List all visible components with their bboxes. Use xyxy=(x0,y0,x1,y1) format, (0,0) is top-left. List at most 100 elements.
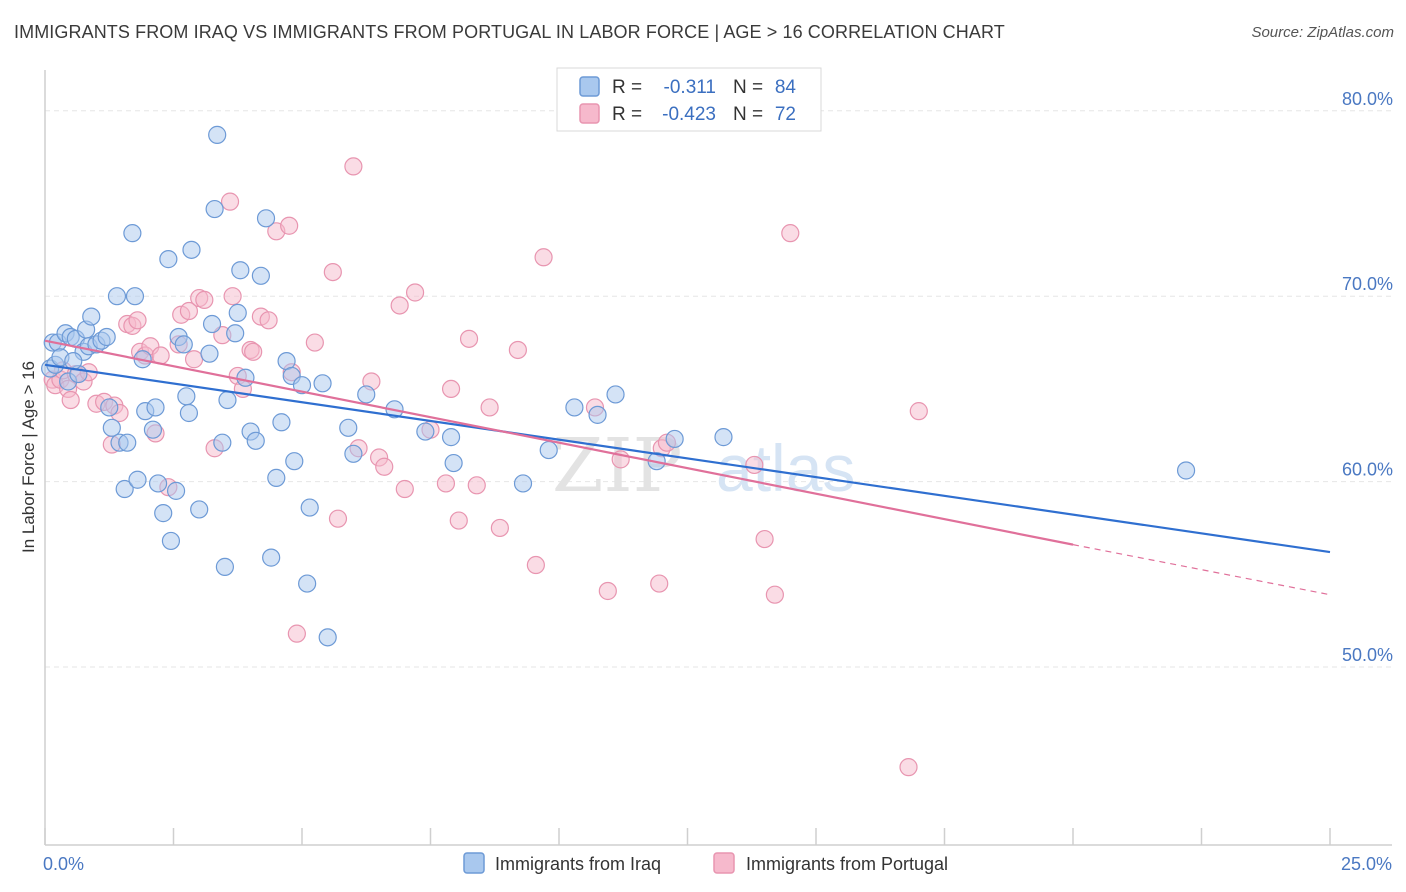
point-portugal xyxy=(436,474,456,493)
point-portugal xyxy=(598,581,617,601)
point-iraq xyxy=(125,287,145,306)
point-portugal xyxy=(61,390,80,410)
point-iraq xyxy=(159,250,178,269)
point-iraq xyxy=(143,420,163,439)
point-iraq xyxy=(190,500,209,519)
point-portugal xyxy=(650,574,669,593)
point-iraq xyxy=(148,474,168,493)
y-tick-label: 80.0% xyxy=(1342,89,1393,109)
point-portugal xyxy=(375,457,394,476)
point-iraq xyxy=(313,374,332,393)
point-iraq xyxy=(256,209,276,228)
point-iraq xyxy=(82,307,101,326)
point-portugal xyxy=(534,248,553,267)
point-iraq xyxy=(226,324,245,343)
legend-swatch-iraq xyxy=(579,76,600,97)
point-portugal xyxy=(467,476,486,495)
watermark-atlas: atlas xyxy=(716,431,855,505)
point-portugal xyxy=(395,479,414,499)
point-iraq xyxy=(588,405,607,424)
point-portugal xyxy=(441,379,461,398)
point-iraq xyxy=(208,125,227,144)
point-portugal xyxy=(526,555,545,575)
bottom-legend-swatch-iraq xyxy=(463,852,485,874)
point-iraq xyxy=(565,398,584,417)
point-iraq xyxy=(128,470,147,489)
y-tick-label: 70.0% xyxy=(1342,274,1393,294)
point-portugal xyxy=(405,283,425,302)
point-portugal xyxy=(344,157,363,176)
axes xyxy=(44,70,1392,846)
bottom-legend-swatch-portugal xyxy=(713,852,735,874)
point-portugal xyxy=(280,216,299,235)
chart-source: Source: ZipAtlas.com xyxy=(1251,24,1394,41)
point-iraq xyxy=(100,398,119,417)
point-iraq xyxy=(215,557,234,576)
point-iraq xyxy=(344,444,363,463)
point-iraq xyxy=(298,574,317,593)
point-iraq xyxy=(146,398,165,417)
point-portugal xyxy=(323,262,342,282)
point-iraq xyxy=(318,628,337,647)
point-portugal xyxy=(508,340,527,360)
point-portugal xyxy=(244,342,263,361)
point-iraq xyxy=(539,440,558,460)
point-iraq xyxy=(1176,461,1196,480)
point-iraq xyxy=(205,199,224,219)
chart-title: IMMIGRANTS FROM IRAQ VS IMMIGRANTS FROM … xyxy=(14,22,1005,42)
bottom-legend: Immigrants from Iraq Immigrants from Por… xyxy=(463,852,948,874)
point-iraq xyxy=(154,504,173,523)
point-portugal xyxy=(305,333,324,352)
point-portugal xyxy=(128,311,147,330)
point-iraq xyxy=(218,390,237,410)
point-iraq xyxy=(213,433,232,452)
point-portugal xyxy=(184,350,204,369)
point-iraq xyxy=(513,474,533,493)
point-portugal xyxy=(765,585,784,604)
point-portugal xyxy=(480,398,499,417)
point-iraq xyxy=(714,428,733,447)
point-portugal xyxy=(223,287,242,306)
point-iraq xyxy=(416,422,435,441)
point-iraq xyxy=(339,418,358,437)
point-portugal xyxy=(459,329,479,348)
point-portugal xyxy=(745,455,764,475)
point-iraq xyxy=(202,314,222,334)
trendline-portugal xyxy=(44,339,1074,546)
legend-r-value-portugal: -0.423 xyxy=(662,104,716,125)
point-iraq xyxy=(267,468,286,487)
point-iraq xyxy=(166,481,186,500)
point-portugal xyxy=(781,224,800,243)
point-iraq xyxy=(123,224,142,243)
point-iraq xyxy=(200,344,219,363)
point-iraq xyxy=(236,368,255,387)
point-portugal xyxy=(899,758,918,777)
point-iraq xyxy=(228,303,247,322)
point-iraq xyxy=(300,498,319,517)
point-portugal xyxy=(328,509,348,528)
legend-n-label-portugal: N = xyxy=(733,104,763,125)
legend-r-label-portugal: R = xyxy=(612,104,642,125)
y-axis-title: In Labor Force | Age > 16 xyxy=(19,361,38,553)
point-portugal xyxy=(390,296,409,315)
point-portugal xyxy=(449,511,468,530)
point-iraq xyxy=(262,548,281,567)
point-iraq xyxy=(246,431,265,450)
point-iraq xyxy=(285,452,304,471)
legend-box: R = -0.311 N = 84 R = -0.423 N = 72 xyxy=(556,67,822,132)
point-portugal xyxy=(490,518,509,538)
x-axis-ticks xyxy=(44,828,1331,845)
trendline-portugal-extension xyxy=(1072,544,1331,596)
point-iraq xyxy=(606,385,625,404)
point-iraq xyxy=(231,261,250,280)
legend-n-value-portugal: 72 xyxy=(775,104,796,125)
point-iraq xyxy=(115,479,134,499)
point-iraq xyxy=(179,403,199,423)
x-tick-label-min: 0.0% xyxy=(43,854,84,874)
bottom-legend-label-iraq: Immigrants from Iraq xyxy=(495,854,661,874)
point-iraq xyxy=(182,240,201,259)
point-iraq xyxy=(665,429,684,449)
point-iraq xyxy=(102,418,121,437)
point-iraq xyxy=(272,413,291,432)
point-iraq xyxy=(292,376,312,395)
